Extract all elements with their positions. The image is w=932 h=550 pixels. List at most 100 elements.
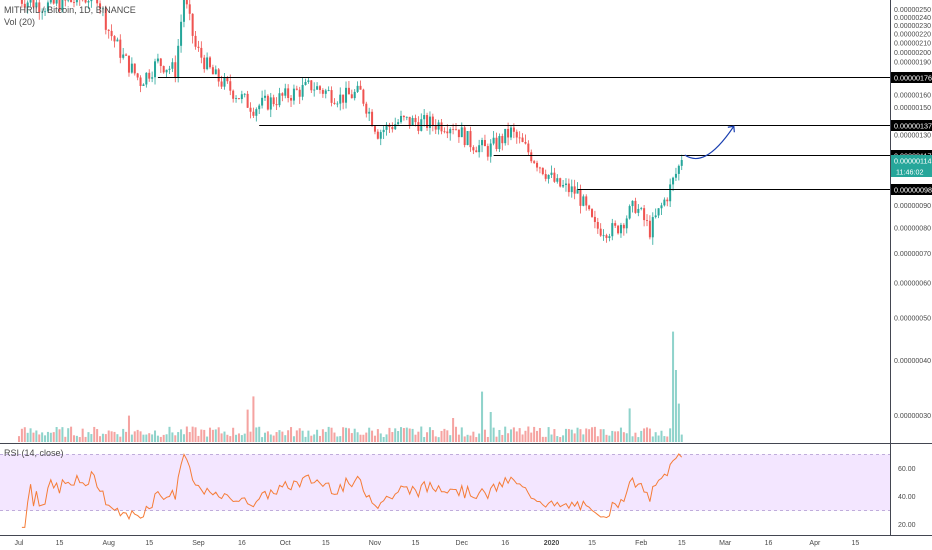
candle-body <box>327 90 330 91</box>
volume-bar <box>605 434 608 442</box>
volume-bar <box>119 436 122 442</box>
volume-bar <box>107 430 110 442</box>
candle-body <box>133 63 136 74</box>
candle-body <box>382 129 385 133</box>
volume-bar <box>197 435 200 442</box>
candle <box>669 178 672 207</box>
candle-body <box>211 67 214 75</box>
volume-bar <box>573 433 576 442</box>
candle-body <box>23 3 26 8</box>
symbol-legend[interactable]: MITHRIL / Bitcoin, 1D, BINANCE <box>4 5 136 15</box>
candle <box>619 222 622 238</box>
volume-bar <box>298 428 301 442</box>
candle-body <box>654 215 657 218</box>
candle <box>643 205 646 227</box>
time-tick-label: Mar <box>719 540 732 547</box>
volume-bar <box>408 428 411 442</box>
volume-bar <box>400 427 403 442</box>
volume-bar <box>599 429 602 442</box>
volume-bar <box>20 428 23 442</box>
candle-body <box>651 217 654 238</box>
candle-body <box>492 137 495 144</box>
candle <box>359 80 362 90</box>
volume-bar <box>507 433 510 442</box>
candle-body <box>180 21 183 46</box>
candle <box>457 129 460 143</box>
candle-body <box>226 77 229 82</box>
volume-bar <box>67 428 70 442</box>
candle-body <box>122 54 125 58</box>
candle <box>596 217 599 234</box>
price-tick-label: 0.00000070 <box>894 251 931 258</box>
level-price-label: 0.00000176 <box>894 74 932 83</box>
candle-body <box>336 103 339 105</box>
candlesticks[interactable] <box>18 0 683 245</box>
candle <box>608 233 611 242</box>
candle-body <box>87 1 90 3</box>
candle <box>287 84 290 103</box>
candle-body <box>266 95 269 110</box>
volume-bar <box>171 432 174 442</box>
candle <box>660 202 663 215</box>
candle <box>414 114 417 127</box>
candle <box>55 0 58 7</box>
volume-bar <box>255 427 258 442</box>
candle <box>64 0 67 7</box>
price-tick-label: 0.00000240 <box>894 15 931 22</box>
volume-bar <box>211 429 214 442</box>
volume-bar <box>648 428 651 442</box>
volume-bar <box>512 427 515 442</box>
volume-bar <box>564 428 567 442</box>
candle <box>599 223 602 237</box>
candle <box>559 177 562 188</box>
candle-body <box>168 68 171 70</box>
candle-body <box>495 137 498 150</box>
candle-body <box>449 129 452 134</box>
candle <box>533 159 536 165</box>
candle-body <box>58 0 61 11</box>
volume-bar <box>457 434 460 442</box>
volume-legend[interactable]: Vol (20) <box>4 17 36 27</box>
candle <box>197 40 200 52</box>
candle-body <box>483 140 486 147</box>
time-tick-label: 2020 <box>544 540 560 547</box>
candle-body <box>394 124 397 130</box>
candle <box>637 204 640 217</box>
candle-body <box>434 125 437 130</box>
time-tick-label: Nov <box>369 540 382 547</box>
candle-body <box>391 126 394 130</box>
candle <box>35 0 38 9</box>
rsi-zone <box>0 454 890 511</box>
time-tick-label: Dec <box>456 540 469 547</box>
candle-body <box>634 200 637 213</box>
candle <box>680 154 683 171</box>
candle <box>81 0 84 2</box>
candle <box>154 58 157 85</box>
candle-body <box>585 196 588 206</box>
volume-bar <box>52 432 55 442</box>
volume-bar <box>345 427 348 442</box>
candle-body <box>307 80 310 82</box>
candle <box>576 182 579 194</box>
candle-body <box>498 136 501 150</box>
candle-body <box>339 94 342 104</box>
rsi-legend[interactable]: RSI (14, close) <box>4 448 64 458</box>
candle-body <box>165 69 168 73</box>
candle <box>515 129 518 144</box>
volume-bar <box>674 370 677 442</box>
candle <box>628 204 631 220</box>
volume-bar <box>460 427 463 442</box>
candle-body <box>573 186 576 194</box>
volume-bar <box>148 433 151 442</box>
candle-body <box>481 140 484 146</box>
candle-body <box>162 66 165 73</box>
candle-body <box>287 88 290 98</box>
horizontal-levels[interactable]: 0.000001760.000001370.000001170.00000098… <box>157 72 932 195</box>
volume-bar <box>660 430 663 442</box>
candle <box>188 0 191 21</box>
candle <box>677 164 680 181</box>
volume-bar <box>538 428 541 442</box>
candle <box>32 0 35 9</box>
projection-arrow[interactable] <box>684 125 735 160</box>
